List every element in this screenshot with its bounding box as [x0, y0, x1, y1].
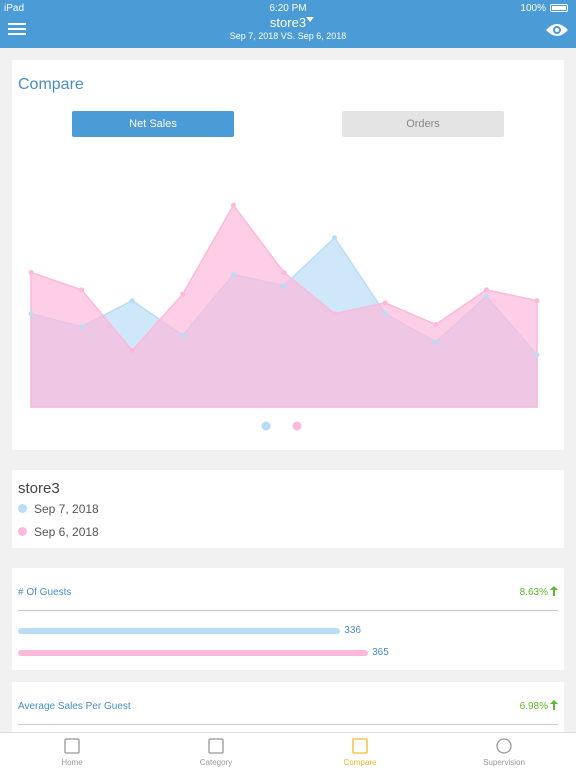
metric-title: # Of Guests [18, 587, 72, 598]
point [483, 293, 489, 299]
battery-icon [550, 4, 568, 12]
icon-shape [64, 738, 80, 754]
bar [18, 650, 369, 656]
icon-shape [496, 738, 512, 754]
point [433, 339, 439, 345]
legend-swatch [18, 504, 27, 513]
tab-label[interactable]: Compare [343, 758, 377, 767]
point [28, 311, 34, 317]
tab-icon[interactable] [494, 736, 514, 756]
metric-change: 8.63% [519, 587, 548, 598]
point [180, 291, 186, 297]
net-sales-button[interactable]: Net Sales [72, 111, 234, 137]
point [382, 311, 388, 317]
card-title: Compare [18, 76, 84, 93]
menu-icon[interactable] [8, 22, 26, 36]
legend-swatch [18, 527, 27, 536]
tab-icon[interactable] [206, 736, 226, 756]
up-arrow [550, 586, 558, 596]
point [483, 287, 489, 293]
tab-label[interactable]: Home [61, 758, 83, 767]
point [281, 282, 287, 288]
store-title[interactable]: store3 [269, 15, 307, 30]
point [332, 311, 338, 317]
point [230, 272, 236, 278]
point [79, 324, 85, 330]
eye-icon[interactable] [545, 22, 569, 38]
date-range: Sep 7, 2018 VS. Sep 6, 2018 [229, 31, 347, 41]
legend-label: Sep 6, 2018 [34, 525, 99, 539]
legend-dot[interactable] [292, 421, 302, 431]
point [79, 287, 85, 293]
point [180, 332, 186, 338]
time: 6:20 PM [269, 3, 307, 14]
bar-label: 336 [344, 625, 361, 636]
orders-button[interactable]: Orders [342, 111, 504, 137]
tab-label[interactable]: Category [199, 758, 233, 767]
legend-dot[interactable] [261, 421, 271, 431]
device: iPad [4, 3, 25, 14]
legend-card: store3 Sep 7, 2018 Sep 6, 2018 [12, 470, 564, 548]
dropdown-icon [306, 17, 314, 22]
tab-label[interactable]: Supervision [483, 758, 525, 767]
point [129, 348, 135, 354]
point [382, 300, 388, 306]
tab-icon[interactable] [350, 736, 370, 756]
arrow-shape [550, 586, 558, 596]
header: iPad 6:20 PM 100% store3 Sep 7, 2018 VS.… [0, 0, 576, 48]
tab-icon[interactable] [62, 736, 82, 756]
point [281, 269, 287, 275]
metric-title: Average Sales Per Guest [18, 701, 131, 712]
point [332, 235, 338, 241]
point [230, 202, 236, 208]
chart [28, 202, 540, 431]
point [129, 298, 135, 304]
point [534, 298, 540, 304]
metric-change: 6.98% [519, 701, 548, 712]
battery: 100% [520, 3, 546, 14]
icon-shape [352, 738, 368, 754]
divider [18, 724, 558, 725]
area [30, 203, 538, 408]
bar [18, 628, 341, 634]
tab-bar: Home Category Compare Supervision [0, 732, 576, 769]
arrow-shape [550, 700, 558, 710]
divider [18, 610, 558, 611]
icon-shape [208, 738, 224, 754]
up-arrow [550, 700, 558, 710]
metric-card: # Of Guests 8.63% 336 365 [12, 568, 564, 670]
legend-label: Sep 7, 2018 [34, 502, 99, 516]
point [433, 322, 439, 328]
bar-label: 365 [372, 647, 389, 658]
point [28, 269, 34, 275]
legend-title: store3 [18, 480, 60, 497]
point [534, 352, 540, 358]
